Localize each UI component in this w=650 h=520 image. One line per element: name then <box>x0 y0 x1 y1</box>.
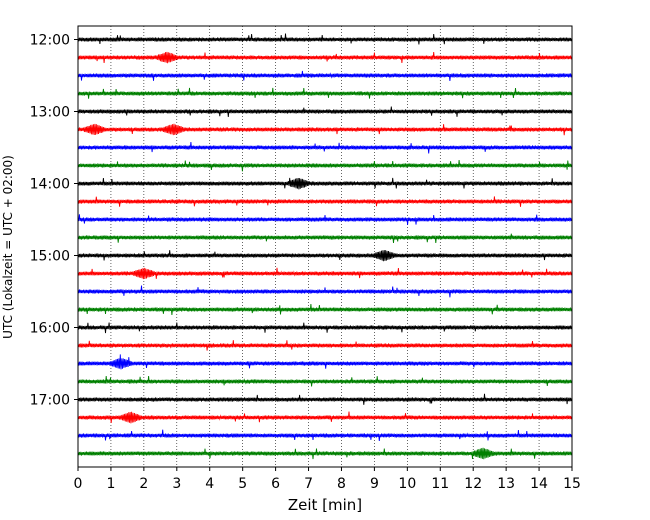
seismic-trace-1315 <box>77 123 573 136</box>
seismic-trace-1630 <box>77 354 573 370</box>
seismic-trace-1500 <box>77 250 573 262</box>
x-tick-label: 9 <box>370 476 379 492</box>
seismic-trace-1245 <box>77 87 573 99</box>
x-tick-label: 8 <box>337 476 346 492</box>
x-tick-label: 13 <box>497 476 515 492</box>
x-axis-label: Zeit [min] <box>288 496 362 514</box>
seismic-trace-1545 <box>77 304 573 316</box>
seismic-trace-1745 <box>77 447 573 460</box>
seismic-trace-1415 <box>77 196 573 207</box>
seismic-trace-1345 <box>77 159 573 172</box>
seismic-trace-1330 <box>77 142 573 154</box>
seismic-traces <box>77 33 573 460</box>
seismic-trace-1215 <box>77 51 573 64</box>
seismic-trace-1230 <box>77 70 573 81</box>
y-tick-label: 16:00 <box>30 321 70 337</box>
x-tick-label: 5 <box>238 476 247 492</box>
x-tick-label: 2 <box>139 476 148 492</box>
seismic-trace-1615 <box>77 340 573 351</box>
y-tick-label: 12:00 <box>30 33 70 49</box>
seismic-trace-1715 <box>77 411 573 424</box>
x-tick-label: 7 <box>304 476 313 492</box>
seismic-trace-1700 <box>77 393 573 405</box>
plot-frame <box>77 25 573 468</box>
y-axis-label: UTC (Lokalzeit = UTC + 02:00) <box>1 155 15 339</box>
seismic-trace-1730 <box>77 429 573 442</box>
x-tick-label: 1 <box>106 476 115 492</box>
seismic-trace-1445 <box>77 233 573 244</box>
seismic-trace-1600 <box>77 322 573 334</box>
x-tick-label: 15 <box>563 476 581 492</box>
y-tick-label: 15:00 <box>30 249 70 265</box>
x-tick-label: 4 <box>205 476 214 492</box>
y-tick-label: 17:00 <box>30 393 70 409</box>
seismic-trace-1200 <box>77 33 573 45</box>
seismic-trace-1430 <box>77 214 573 225</box>
seismic-trace-1300 <box>77 106 573 118</box>
x-axis-ticks: 0 1 2 3 4 5 6 7 8 9 10 11 12 13 14 15 <box>74 467 581 492</box>
x-tick-label: 11 <box>431 476 449 492</box>
x-tick-label: 3 <box>172 476 181 492</box>
y-axis-ticks: 12:00 13:00 14:00 15:00 16:00 17:00 <box>30 33 78 409</box>
y-tick-label: 14:00 <box>30 177 70 193</box>
seismic-trace-1645 <box>77 375 573 387</box>
y-tick-label: 13:00 <box>30 105 70 121</box>
x-tick-label: 14 <box>530 476 548 492</box>
x-tick-label: 6 <box>271 476 280 492</box>
x-tick-label: 12 <box>464 476 482 492</box>
seismic-trace-1400 <box>77 177 573 190</box>
seismic-trace-1530 <box>77 285 573 298</box>
x-tick-label: 10 <box>398 476 416 492</box>
seismic-trace-1515 <box>77 267 573 280</box>
x-tick-label: 0 <box>74 476 83 492</box>
